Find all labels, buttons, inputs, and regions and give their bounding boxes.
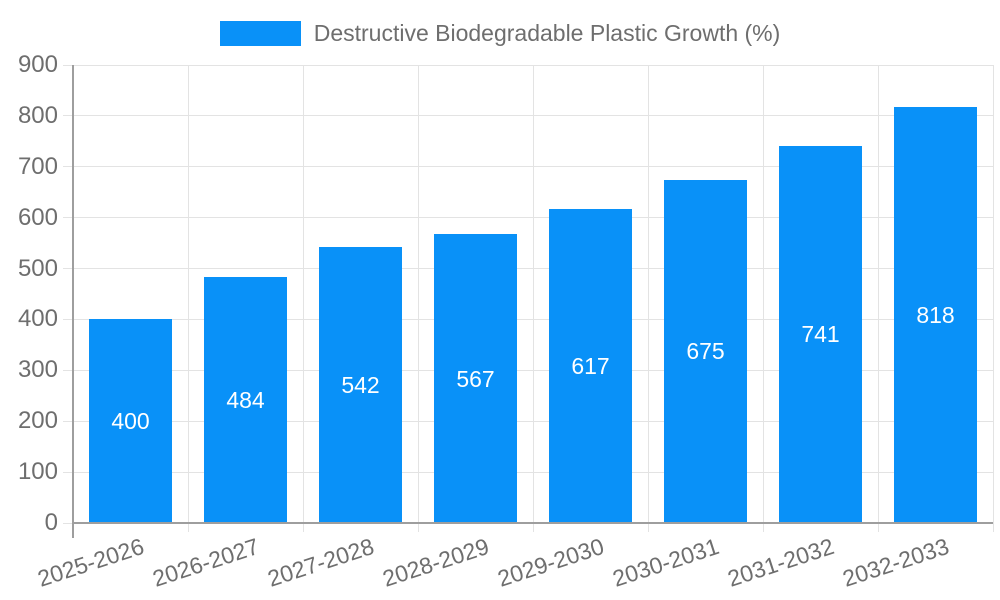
legend: Destructive Biodegradable Plastic Growth… (0, 19, 1000, 47)
bar-2031-2032[interactable] (779, 145, 862, 523)
y-gridline (63, 268, 993, 270)
bar-value-label: 484 (226, 386, 265, 413)
bar-value-label: 567 (456, 365, 495, 392)
bar-2028-2029[interactable] (434, 234, 517, 523)
bar-value-label: 818 (916, 301, 955, 328)
bar-2032-2033[interactable] (894, 106, 977, 523)
y-axis-tick-label: 400 (17, 305, 58, 333)
x-gridline (877, 65, 879, 532)
legend-swatch (219, 20, 301, 46)
y-gridline (63, 217, 993, 219)
y-axis-tick-label: 700 (17, 152, 58, 180)
x-gridline (647, 65, 649, 532)
x-gridline (302, 65, 304, 532)
y-axis-tick-label: 200 (17, 407, 58, 435)
y-gridline (63, 369, 993, 371)
x-gridline (532, 65, 534, 532)
x-gridline (187, 65, 189, 532)
y-axis-tick-label: 300 (17, 356, 58, 384)
bar-2026-2027[interactable] (204, 276, 287, 523)
bar-value-label: 617 (571, 353, 610, 379)
y-axis-tick-label: 0 (44, 509, 58, 536)
x-gridline (762, 65, 764, 532)
y-gridline (63, 166, 993, 168)
y-gridline (63, 420, 993, 422)
y-gridline (63, 115, 993, 117)
bar-2027-2028[interactable] (319, 247, 402, 523)
legend-label: Destructive Biodegradable Plastic Growth… (313, 19, 781, 46)
bar-value-label: 741 (801, 321, 840, 348)
bar-value-label: 400 (111, 408, 150, 435)
y-gridline (63, 64, 993, 66)
bar-value-label: 542 (341, 372, 380, 399)
y-axis-tick-label: 800 (17, 101, 58, 129)
y-axis-tick-label: 900 (17, 51, 58, 78)
y-axis-tick-label: 100 (17, 458, 58, 486)
y-axis-tick-label: 500 (17, 254, 58, 282)
x-axis-line (72, 522, 993, 524)
y-axis-line (72, 65, 74, 538)
bar-2025-2026[interactable] (89, 319, 172, 523)
x-gridline (992, 65, 994, 532)
x-gridline (417, 65, 419, 532)
y-axis-tick-label: 600 (17, 203, 58, 231)
bar-2029-2030[interactable] (549, 209, 632, 523)
y-gridline (63, 318, 993, 320)
bar-value-label: 675 (686, 338, 725, 365)
bar-2030-2031[interactable] (664, 179, 747, 523)
y-gridline (63, 471, 993, 473)
